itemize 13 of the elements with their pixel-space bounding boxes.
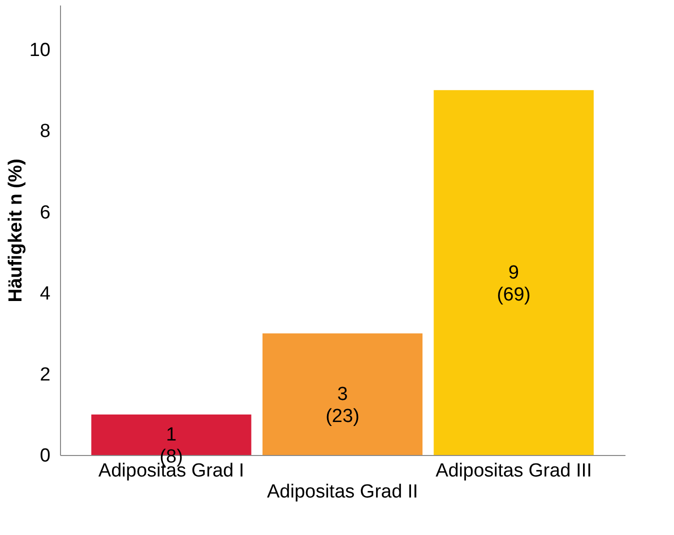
y-tick-label: 0 [40,446,50,466]
x-tick-label: Adipositas Grad III [436,460,592,482]
y-tick-label: 4 [40,283,51,304]
data-label: 3 (23) [326,384,360,428]
data-label: 9 (69) [496,262,531,306]
bar [434,90,594,455]
y-tick-label: 2 [40,364,50,386]
x-tick-label: Adipositas Grad II [266,482,418,502]
y-tick-label: 8 [40,121,50,142]
bar [262,333,422,455]
y-tick-label: 10 [29,40,50,62]
y-tick-label: 6 [40,202,50,224]
y-axis-title: Häufigkeit n (%) [5,158,26,302]
